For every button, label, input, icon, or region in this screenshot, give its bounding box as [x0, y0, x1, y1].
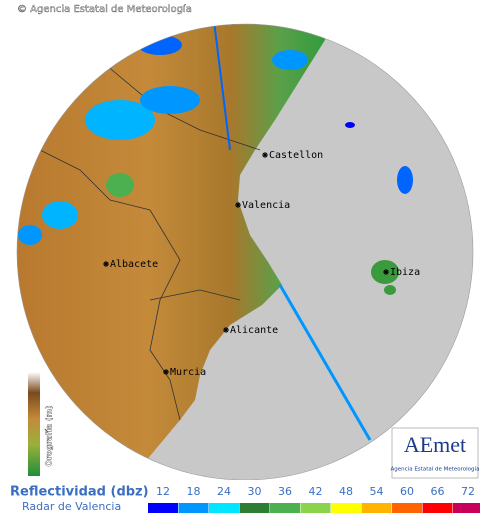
radar-artifact: [278, 284, 372, 441]
scale-swatch: [331, 503, 361, 513]
orography-title: Orografía (m): [45, 405, 54, 466]
scale-swatch: [453, 503, 480, 513]
region-border: [99, 59, 261, 151]
scale-label: 72: [461, 485, 475, 498]
reflectivity-scale: 12 18 24 30 36 42 48 54 60 66 72: [148, 485, 480, 513]
scale-label: 30: [248, 485, 262, 498]
scale-swatch: [392, 503, 422, 513]
city-label: Alicante: [230, 325, 278, 336]
city-label: Castellon: [269, 150, 323, 161]
scale-label: 60: [400, 485, 414, 498]
city-label: Albacete: [110, 259, 158, 270]
footer-title: Reflectividad (dbz): [10, 485, 149, 500]
city-marker: [223, 327, 229, 333]
scale-label: 18: [187, 485, 201, 498]
city-labels: Castellon Valencia Albacete Ibiza Alicante Mu…: [103, 150, 420, 378]
scale-swatch: [239, 503, 270, 513]
scale-label: 42: [309, 485, 323, 498]
logo-subtitle: Agencia Estatal de Meteorología: [391, 466, 480, 473]
scale-label: 66: [431, 485, 445, 498]
scale-label: 36: [278, 485, 292, 498]
logo-name: AEmet: [404, 432, 466, 457]
city-marker: [103, 261, 109, 267]
scale-swatch: [178, 503, 209, 513]
scale-label: 54: [370, 485, 384, 498]
city-label: Valencia: [242, 200, 290, 211]
precipitation: [18, 35, 413, 245]
scale-swatch: [300, 503, 331, 513]
city-label: Ibiza: [390, 267, 420, 278]
city-label: Murcia: [170, 367, 206, 378]
island: [384, 285, 396, 295]
scale-swatch: [209, 503, 239, 513]
scale-swatch: [148, 503, 178, 513]
radar-area: [17, 24, 473, 480]
region-border: [149, 289, 241, 301]
orography-bar: [28, 372, 40, 476]
land: [17, 24, 330, 480]
radar-artifact: [211, 24, 231, 151]
logo: [391, 427, 479, 479]
city-marker: [163, 369, 169, 375]
scale-swatch: [361, 503, 392, 513]
footer-subtitle: Radar de Valencia: [22, 500, 121, 513]
scale-swatch: [270, 503, 300, 513]
city-marker: [262, 152, 268, 158]
copyright: © Agencia Estatal de Meteorología: [17, 3, 192, 15]
scale-swatch: [422, 503, 453, 513]
region-border: [19, 139, 181, 421]
city-marker: [235, 202, 241, 208]
scale-label: 12: [156, 485, 170, 498]
scale-label: 48: [339, 485, 353, 498]
city-marker: [383, 269, 389, 275]
copyright-icon: [2, 2, 14, 14]
scale-label: 24: [217, 485, 231, 498]
